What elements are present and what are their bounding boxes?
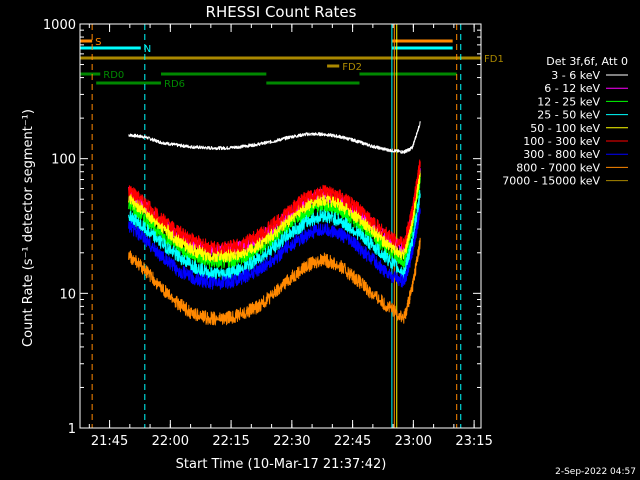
legend-label-7: 800 - 7000 keV xyxy=(516,161,600,174)
x-tick-label-0: 21:45 xyxy=(91,434,128,449)
bar-label-2: N xyxy=(144,44,151,55)
legend-header: Det 3f,6f, Att 0 xyxy=(546,55,628,68)
plot-frame xyxy=(79,23,482,429)
chart-title: RHESSI Count Rates xyxy=(206,3,357,21)
series-lines xyxy=(128,121,421,326)
legend-label-5: 100 - 300 keV xyxy=(523,135,600,148)
bar-label-5: FD2 xyxy=(342,62,362,73)
y-tick-label-1: 10 xyxy=(59,287,76,302)
x-tick-label-6: 23:15 xyxy=(455,434,492,449)
y-tick-label-2: 100 xyxy=(51,153,76,168)
y-tick-label-0: 1 xyxy=(68,422,76,437)
x-tick-label-3: 22:30 xyxy=(273,434,310,449)
axes: 1 10 100 1000 21:45 22:00 22:15 22:30 22:45 23:00… xyxy=(43,18,493,449)
legend-label-8: 7000 - 15000 keV xyxy=(502,175,600,188)
legend-label-6: 300 - 800 keV xyxy=(523,148,600,161)
series-line-5 xyxy=(128,159,421,255)
series-line-7 xyxy=(128,237,421,326)
x-axis-label: Start Time (10-Mar-17 21:37:42) xyxy=(176,457,387,472)
y-axis-label: Count Rate (s⁻¹ detector segment⁻¹) xyxy=(21,109,36,347)
y-tick-label-3: 1000 xyxy=(43,18,76,33)
series-line-3 xyxy=(128,189,421,281)
legend-label-2: 12 - 25 keV xyxy=(537,95,600,108)
bar-label-0: S xyxy=(95,37,101,48)
legend-label-3: 25 - 50 keV xyxy=(537,109,600,122)
x-tick-label-5: 23:00 xyxy=(395,434,432,449)
x-tick-label-2: 22:15 xyxy=(212,434,249,449)
x-tick-label-4: 22:45 xyxy=(334,434,371,449)
legend-label-1: 6 - 12 keV xyxy=(544,82,600,95)
series-line-0 xyxy=(128,121,421,154)
bar-label-9: RD6 xyxy=(164,79,185,90)
x-tick-label-1: 22:00 xyxy=(152,434,189,449)
attenuator-bars: S N FD1 FD2 RD0 RD6 xyxy=(80,37,504,90)
bar-label-6: RD0 xyxy=(103,70,124,81)
legend-label-4: 50 - 100 keV xyxy=(530,122,600,135)
series-line-6 xyxy=(128,207,421,290)
legend-label-0: 3 - 6 keV xyxy=(551,69,600,82)
bar-label-4: FD1 xyxy=(484,54,504,65)
timestamp: 2-Sep-2022 04:57 xyxy=(555,467,636,477)
